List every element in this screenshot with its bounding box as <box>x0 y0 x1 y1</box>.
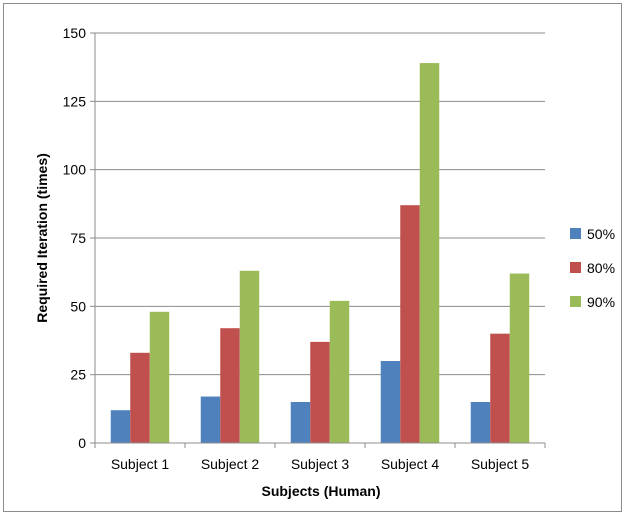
y-tick-label: 0 <box>78 435 86 451</box>
x-tick-label: Subject 5 <box>471 456 530 472</box>
bar-90pct-subject-2 <box>239 270 260 443</box>
bar-90pct-subject-3 <box>329 300 350 443</box>
bar-90pct-subject-4 <box>419 63 440 444</box>
x-tick-label: Subject 4 <box>381 456 440 472</box>
bar-50pct-subject-5 <box>470 402 491 443</box>
x-tick-label: Subject 1 <box>111 456 170 472</box>
gridlines <box>95 32 545 376</box>
y-axis-ticks: 0 25 50 75 100 125 150 <box>63 25 95 451</box>
legend-label: 90% <box>587 294 615 310</box>
y-tick-label: 100 <box>63 162 87 178</box>
bar-50pct-subject-1 <box>110 410 131 443</box>
bar-50pct-subject-3 <box>290 402 311 443</box>
legend-label: 80% <box>587 260 615 276</box>
y-tick-label: 125 <box>63 93 87 109</box>
bar-80pct-subject-5 <box>490 333 510 443</box>
y-axis-title: Required Iteration (times) <box>34 153 50 323</box>
x-tick-label: Subject 2 <box>201 456 260 472</box>
bar-50pct-subject-4 <box>380 361 401 443</box>
y-tick-label: 150 <box>63 25 87 41</box>
bar-80pct-subject-2 <box>220 328 240 443</box>
legend: 50% 80% 90% <box>570 226 615 310</box>
bar-80pct-subject-4 <box>400 205 420 443</box>
bar-50pct-subject-2 <box>200 396 221 443</box>
y-tick-label: 25 <box>70 367 86 383</box>
y-tick-label: 50 <box>70 298 86 314</box>
x-axis-ticks: Subject 1 Subject 2 Subject 3 Subject 4 Subj… <box>94 443 546 472</box>
legend-swatch <box>570 262 581 273</box>
legend-label: 50% <box>587 226 615 242</box>
bar-90pct-subject-5 <box>509 273 530 443</box>
bar-80pct-subject-1 <box>130 352 150 443</box>
x-tick-label: Subject 3 <box>291 456 350 472</box>
x-axis <box>94 33 545 444</box>
bars <box>110 63 530 444</box>
y-tick-label: 75 <box>70 230 86 246</box>
legend-swatch <box>570 296 581 307</box>
bar-90pct-subject-1 <box>149 311 170 443</box>
bar-80pct-subject-3 <box>310 341 330 443</box>
x-axis-title: Subjects (Human) <box>261 483 380 499</box>
legend-swatch <box>570 228 581 239</box>
